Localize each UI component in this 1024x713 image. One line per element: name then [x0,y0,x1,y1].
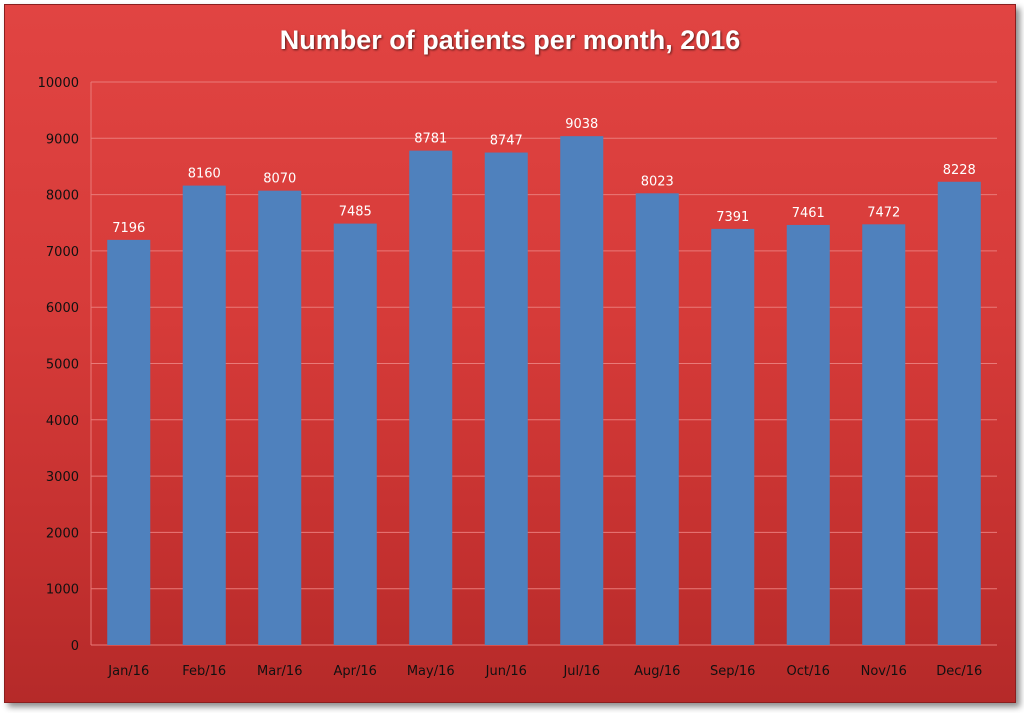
y-tick-label: 4000 [46,414,79,429]
data-label: 8781 [414,132,447,147]
data-label: 7472 [867,205,900,220]
bar-oct-16 [786,224,830,646]
chart-frame: Number of patients per month, 2016 0 1000… [4,4,1016,703]
bar-nov-16 [862,224,906,645]
x-tick-label: May/16 [407,664,455,679]
y-tick-label: 1000 [46,583,79,598]
bar-dec-16 [937,181,981,645]
x-tick-label: Sep/16 [710,664,755,679]
y-tick-label: 0 [71,639,79,654]
bar-may-16 [409,150,453,645]
y-tick-label: 5000 [46,358,79,373]
bar-jun-16 [484,152,528,646]
data-label: 8228 [943,163,976,178]
y-tick-label: 8000 [46,189,79,204]
bar-apr-16 [333,223,377,646]
bar-aug-16 [635,193,679,645]
bar-sep-16 [711,228,755,645]
y-tick-label: 3000 [46,470,79,485]
data-label: 8747 [490,134,523,149]
data-label: 7485 [339,205,372,220]
x-tick-label: Apr/16 [334,664,377,679]
x-tick-label: Jan/16 [107,664,149,679]
x-tick-label: Mar/16 [257,664,302,679]
y-tick-label: 10000 [38,76,79,91]
y-tick-label: 7000 [46,245,79,260]
bars [107,136,981,646]
bar-jul-16 [560,136,604,646]
data-label: 9038 [565,117,598,132]
data-label: 7461 [792,206,825,221]
data-label: 7391 [716,210,749,225]
labels: 0 1000 2000 3000 4000 5000 6000 7000 8000 9000 100… [38,76,983,679]
gridlines [91,81,997,590]
x-tick-label: Oct/16 [787,664,830,679]
x-tick-label: Jun/16 [485,664,527,679]
bar-feb-16 [182,185,226,646]
data-label: 8160 [188,167,221,182]
data-label: 8023 [641,174,674,189]
x-tick-label: Jul/16 [562,664,600,679]
bar-jan-16 [107,239,151,645]
y-tick-label: 2000 [46,526,79,541]
x-tick-label: Feb/16 [182,664,226,679]
chart-title: Number of patients per month, 2016 [279,25,741,55]
y-tick-label: 6000 [46,301,79,316]
bar-mar-16 [258,190,302,645]
data-label: 8070 [263,172,296,187]
x-tick-label: Aug/16 [634,664,680,679]
x-tick-label: Nov/16 [861,664,907,679]
x-tick-label: Dec/16 [936,664,982,679]
y-tick-label: 9000 [46,132,79,147]
data-label: 7196 [112,221,145,236]
axes [90,82,997,646]
bar-chart: 0 1000 2000 3000 4000 5000 6000 7000 8000 9000 100… [38,76,997,679]
